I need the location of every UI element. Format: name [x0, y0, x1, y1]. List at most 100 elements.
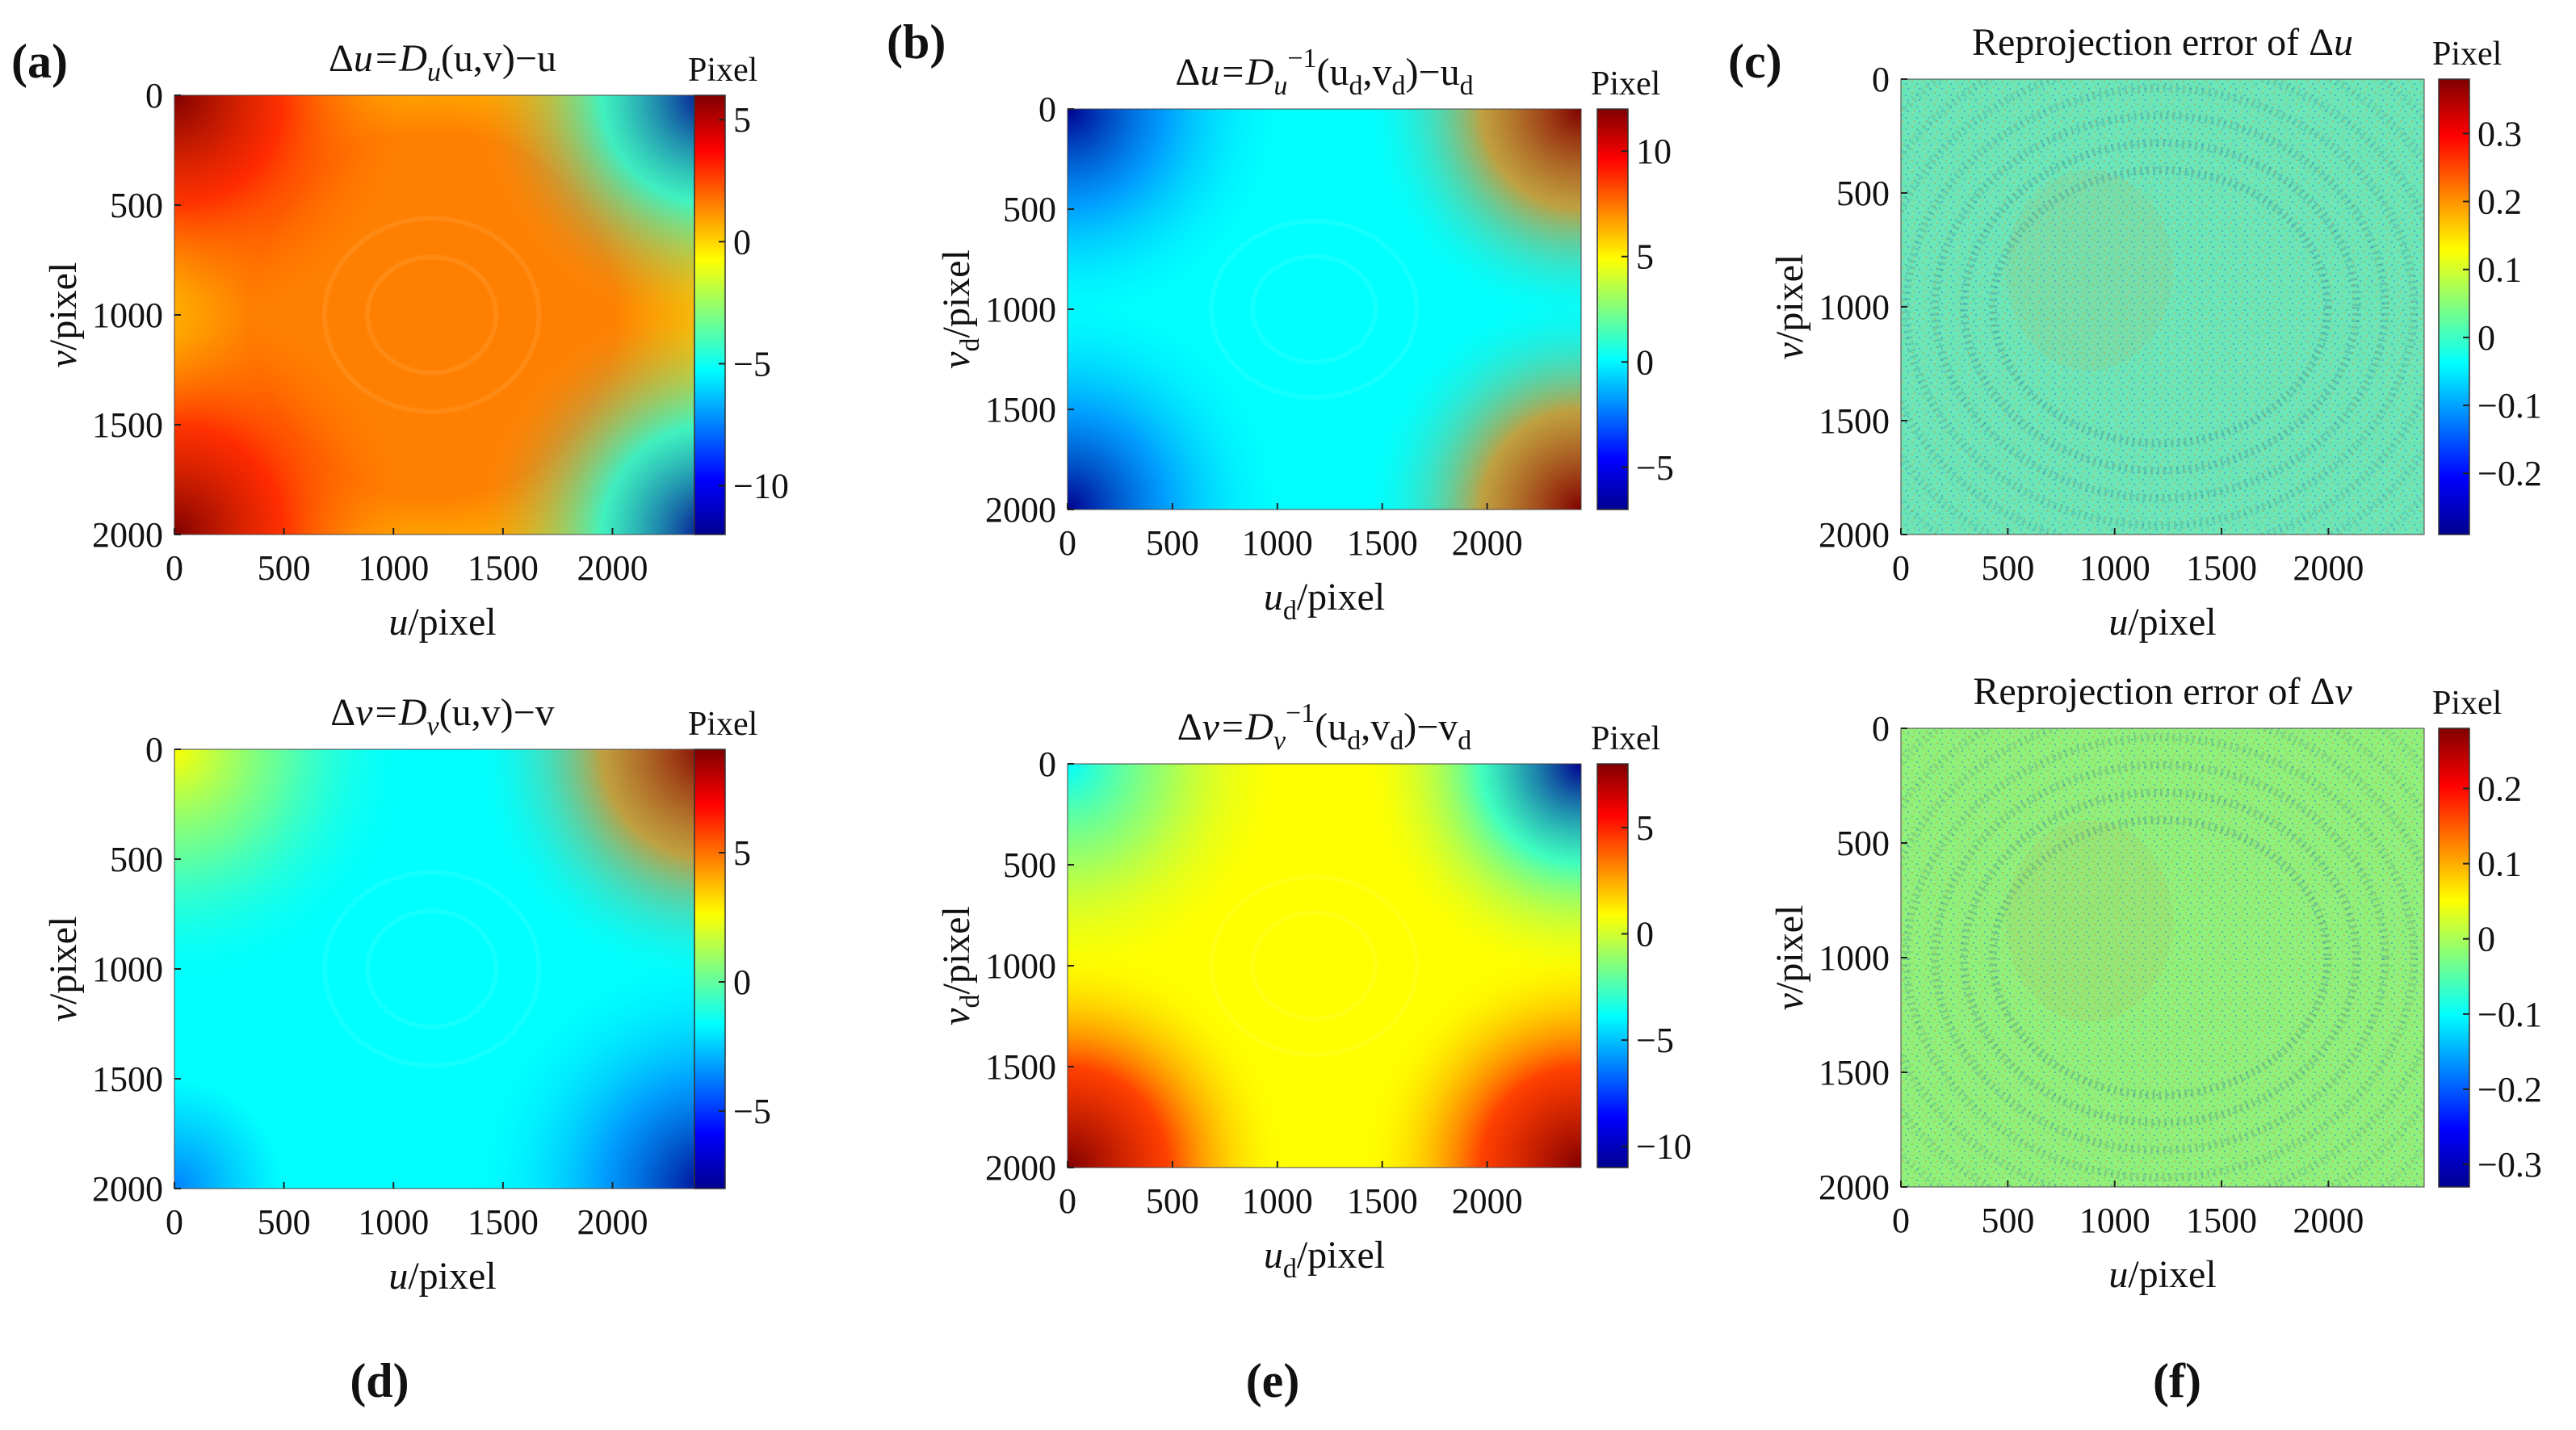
colorbar-tick-label: 0.2 — [2477, 769, 2522, 808]
colorbar-tick-label: −10 — [1636, 1127, 1692, 1167]
x-tick-label: 1000 — [358, 1202, 429, 1242]
x-axis-label: u/pixel — [2108, 1253, 2216, 1296]
x-tick-label: 1500 — [468, 1202, 539, 1242]
y-tick-label: 500 — [110, 840, 163, 879]
y-tick-label: 1500 — [1819, 401, 1890, 441]
colorbar-tick-label: −0.2 — [2477, 454, 2542, 493]
colorbar-tick-label: 0 — [2477, 318, 2495, 358]
y-tick-label: 1000 — [92, 296, 163, 335]
x-axis-label: u/pixel — [2108, 601, 2216, 644]
colorbar-tick-label: 0.2 — [2477, 182, 2522, 222]
y-axis-label: vd/pixel — [935, 906, 985, 1025]
heatmap-d — [174, 749, 711, 1189]
y-tick-label: 0 — [1038, 744, 1056, 784]
colorbar-label: Pixel — [1591, 720, 1660, 757]
x-tick-label: 500 — [1981, 1201, 2034, 1240]
y-tick-label: 500 — [1003, 190, 1056, 229]
y-tick-label: 1000 — [1819, 938, 1890, 978]
colorbar — [1596, 763, 1629, 1168]
x-tick-label: 2000 — [1452, 523, 1523, 563]
x-tick-label: 1000 — [358, 548, 429, 588]
x-tick-label: 0 — [1059, 1181, 1076, 1221]
y-tick-label: 0 — [145, 730, 163, 770]
colorbar-label: Pixel — [2432, 685, 2502, 722]
x-tick-label: 1000 — [2079, 548, 2150, 588]
colorbar-tick-label: −5 — [1636, 1021, 1674, 1060]
colorbar-label: Pixel — [2432, 36, 2502, 73]
y-tick-label: 500 — [110, 186, 163, 225]
colorbar-tick-label: 0 — [1636, 915, 1654, 954]
heatmap-c — [1901, 79, 2424, 535]
y-tick-label: 0 — [1872, 60, 1890, 99]
y-tick-label: 500 — [1836, 824, 1890, 863]
colorbar — [694, 94, 726, 535]
y-tick-label: 2000 — [985, 1148, 1056, 1188]
panel-tag-c: (c) — [1728, 35, 1782, 88]
y-tick-label: 1000 — [985, 290, 1056, 329]
y-axis-label: v/pixel — [1768, 905, 1811, 1011]
x-axis-label: ud/pixel — [1264, 576, 1385, 626]
x-tick-label: 2000 — [577, 548, 648, 588]
panel-tag-d: (d) — [350, 1354, 409, 1407]
x-tick-label: 0 — [166, 548, 183, 588]
y-tick-label: 2000 — [92, 515, 163, 555]
x-axis-label: ud/pixel — [1264, 1234, 1385, 1284]
x-tick-label: 1500 — [1347, 523, 1418, 563]
heatmap-b — [1068, 109, 1581, 510]
y-tick-label: 2000 — [1819, 1168, 1890, 1207]
colorbar-tick-label: 0 — [1636, 342, 1654, 382]
x-tick-label: 1500 — [1347, 1181, 1418, 1221]
colorbar-tick-label: −0.1 — [2477, 386, 2542, 426]
colorbar-tick-label: −5 — [1636, 448, 1674, 488]
panel-a: 0 500 1000 1500 20000500100015002000u/pixelv… — [42, 37, 789, 644]
x-tick-label: 1000 — [1242, 523, 1313, 563]
y-tick-label: 2000 — [92, 1169, 163, 1209]
y-tick-label: 1500 — [985, 390, 1056, 430]
panel-f: 0 500 1000 1500 20000500100015002000u/pixelv… — [1768, 670, 2542, 1296]
x-tick-label: 500 — [1981, 548, 2034, 588]
y-tick-label: 1500 — [985, 1047, 1056, 1087]
colorbar-tick-label: 10 — [1636, 132, 1672, 171]
y-tick-label: 500 — [1836, 174, 1890, 213]
x-tick-label: 500 — [258, 1202, 311, 1242]
chart-title: Reprojection error of Δu — [1972, 21, 2353, 64]
colorbar-tick-label: −5 — [733, 344, 771, 384]
y-axis-label: v/pixel — [1768, 254, 1811, 360]
y-tick-label: 1000 — [92, 950, 163, 989]
x-axis-label: u/pixel — [388, 601, 496, 644]
x-tick-label: 0 — [166, 1202, 183, 1242]
x-tick-label: 2000 — [1452, 1181, 1523, 1221]
colorbar-tick-label: 5 — [1636, 237, 1654, 277]
colorbar-tick-label: −0.3 — [2477, 1145, 2542, 1185]
x-tick-label: 2000 — [2293, 548, 2364, 588]
panel-tag-b: (b) — [887, 15, 946, 69]
colorbar-tick-label: −0.1 — [2477, 995, 2542, 1034]
colorbar — [694, 749, 726, 1189]
chart-title: Reprojection error of Δv — [1973, 670, 2352, 713]
x-tick-label: 500 — [1146, 1181, 1199, 1221]
colorbar — [2438, 728, 2470, 1188]
colorbar-tick-label: −10 — [733, 467, 789, 506]
colorbar-tick-label: 5 — [733, 100, 751, 140]
heatmap-e — [1068, 764, 1581, 1168]
colorbar-tick-label: 0.3 — [2477, 114, 2522, 153]
y-tick-label: 0 — [1038, 90, 1056, 129]
x-tick-label: 500 — [1146, 523, 1199, 563]
y-axis-label: v/pixel — [42, 916, 85, 1022]
colorbar-tick-label: 5 — [1636, 808, 1654, 848]
y-tick-label: 1500 — [92, 405, 163, 445]
x-tick-label: 0 — [1892, 1201, 1910, 1240]
y-tick-label: 0 — [145, 76, 163, 115]
colorbar — [1596, 108, 1629, 510]
colorbar-tick-label: 0 — [733, 222, 751, 262]
panel-tag-f: (f) — [2153, 1354, 2201, 1407]
y-tick-label: 2000 — [1819, 515, 1890, 555]
x-tick-label: 1500 — [2186, 1201, 2257, 1240]
x-axis-label: u/pixel — [388, 1255, 496, 1298]
x-tick-label: 1500 — [468, 548, 539, 588]
y-tick-label: 1500 — [92, 1059, 163, 1099]
panel-c: 0 500 1000 1500 20000500100015002000u/pixelv… — [1768, 21, 2542, 644]
x-tick-label: 1000 — [2079, 1201, 2150, 1240]
chart-title: Δv=Dv(u,v)−v — [330, 691, 554, 741]
y-tick-label: 500 — [1003, 845, 1056, 885]
